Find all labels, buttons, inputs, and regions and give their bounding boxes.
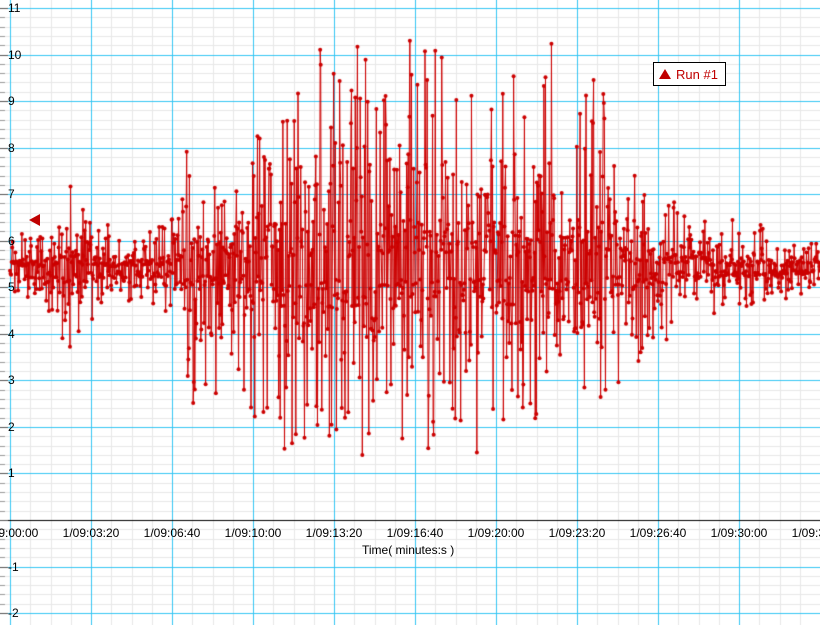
y-axis-tick-label: 4: [8, 326, 15, 341]
y-axis-tick-label: 1: [8, 466, 15, 481]
y-axis-tick-label: -1: [8, 559, 19, 574]
left-pointing-cursor-marker[interactable]: [29, 213, 40, 226]
chart-legend[interactable]: Run #1: [653, 62, 726, 86]
y-axis-tick-label: 2: [8, 419, 15, 434]
y-axis-tick-label: 7: [8, 187, 15, 202]
x-axis-tick-label: 1/09:16:40: [386, 526, 444, 540]
x-axis-tick-label: 1/09:23:20: [548, 526, 606, 540]
x-axis-tick-label: 1/09:06:40: [143, 526, 201, 540]
x-axis-tick-label: 1/09:13:20: [305, 526, 363, 540]
x-axis-title: Time( minutes:s ): [362, 543, 455, 557]
y-axis-tick-label: 5: [8, 280, 15, 295]
legend-triangle-icon: [659, 69, 671, 79]
x-axis-tick-label: 1/09:30:00: [710, 526, 768, 540]
x-axis-tick-label: 1/09:00:00: [0, 526, 39, 540]
y-axis-tick-label: 9: [8, 94, 15, 109]
x-axis-tick-label: 1/09:10:00: [224, 526, 282, 540]
y-axis-tick-label: 10: [8, 47, 22, 62]
x-axis-tick-label: 1/09:03:20: [62, 526, 120, 540]
y-axis-tick-label: 6: [8, 233, 15, 248]
y-axis-tick-label: 11: [8, 1, 21, 15]
y-axis-tick-label: 3: [8, 373, 15, 388]
x-axis-tick-label: 1/09:33:20: [791, 526, 820, 540]
x-axis-tick-label: 1/09:20:00: [467, 526, 525, 540]
legend-series-label: Run #1: [676, 66, 718, 82]
x-axis-tick-label: 1/09:26:40: [629, 526, 687, 540]
y-axis-tick-label: -2: [8, 606, 19, 621]
y-axis-tick-label: 8: [8, 140, 15, 155]
